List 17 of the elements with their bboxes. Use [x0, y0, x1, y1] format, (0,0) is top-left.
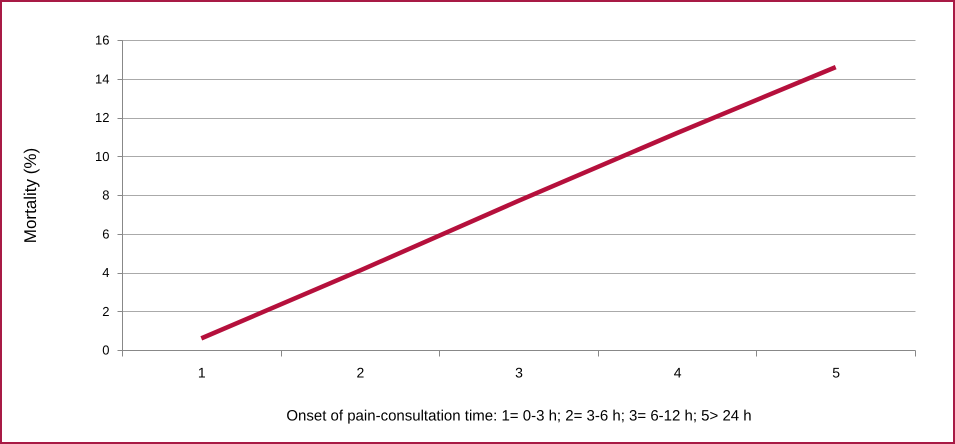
line-series	[199, 64, 838, 341]
y-axis-title: Mortality (%)	[21, 148, 40, 244]
x-axis-title: Onset of pain-consultation time: 1= 0-3 h; 2= 3-6 h; 3= 6-12 h; 5> 24 h	[286, 408, 752, 424]
x-tick-label: 5	[832, 364, 840, 380]
x-tick-label: 2	[356, 364, 364, 380]
y-tick-label: 2	[102, 304, 110, 319]
y-tick-label: 12	[95, 110, 110, 125]
y-tick-label: 4	[102, 265, 110, 280]
y-tick-label: 14	[95, 71, 110, 86]
y-tick-label: 8	[102, 188, 110, 202]
y-tick-label: 16	[95, 32, 110, 48]
x-tick-label: 3	[515, 364, 524, 380]
y-tick-label: 6	[102, 226, 110, 242]
x-tick-label: 4	[674, 364, 682, 380]
x-tick-label: 1	[198, 364, 206, 380]
y-tick-label: 0	[102, 342, 110, 358]
y-tick-label: 10	[95, 148, 110, 164]
